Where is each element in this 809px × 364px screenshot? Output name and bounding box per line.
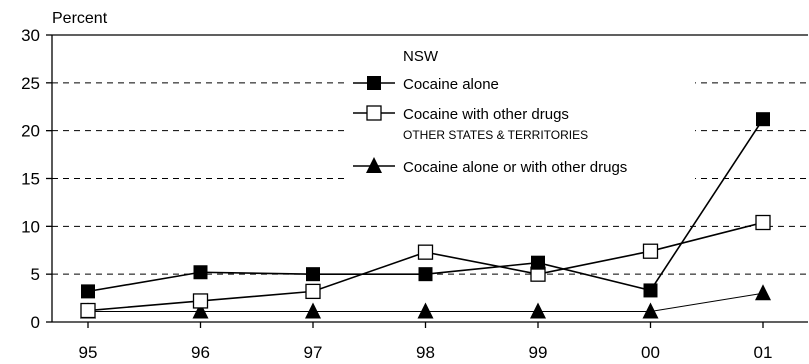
legend: NSW Cocaine alone Cocaine with other dru… [345,38,695,188]
data-point-filled-square [193,265,208,280]
legend-group-title-other-states: OTHER STATES & TERRITORIES [403,128,588,142]
data-point-filled-triangle [192,302,209,319]
data-point-filled-triangle [755,284,771,301]
data-point-filled-square [643,283,658,298]
x-tick-labels: 95 96 97 98 99 00 01 [79,343,773,362]
data-point-filled-square [81,284,95,299]
data-point-filled-square [306,267,320,282]
y-tick-label: 20 [21,122,40,141]
data-point-open-square [417,244,434,260]
data-point-open-square [192,293,209,309]
y-tick-label: 15 [21,170,40,189]
data-point-filled-triangle [417,302,434,319]
data-point-open-square [642,243,659,259]
series-markers [80,112,771,319]
legend-marker-filled-square [367,76,381,90]
legend-label-cocaine-alone: Cocaine alone [403,76,499,93]
data-point-open-square [305,283,321,300]
y-tick-label: 0 [31,313,40,332]
x-tick-label: 01 [754,343,773,362]
y-tick-labels: 0 5 10 15 20 25 30 [21,26,40,332]
x-tick-label: 00 [641,343,660,362]
data-point-filled-square [756,112,770,127]
legend-marker-open-square [366,105,382,121]
legend-background [345,38,695,188]
data-point-open-square [755,214,771,231]
data-point-filled-triangle [642,302,659,319]
data-point-filled-square [418,267,433,282]
legend-label-cocaine-with-other-drugs: Cocaine with other drugs [403,106,569,123]
x-tick-label: 97 [304,343,323,362]
y-tick-label: 5 [31,265,40,284]
series-line-1 [87,221,764,312]
y-axis-label: Percent [52,10,108,27]
legend-marker-filled-triangle [366,157,382,173]
legend-group-title-nsw: NSW [403,48,439,65]
legend-label-cocaine-alone-or-with-other-drugs: Cocaine alone or with other drugs [403,159,627,176]
x-tick-label: 96 [191,343,210,362]
y-tick-label: 25 [21,74,40,93]
y-tick-label: 30 [21,26,40,45]
axes [46,34,808,328]
x-tick-label: 95 [79,343,98,362]
data-point-filled-triangle [530,302,546,319]
y-tick-label: 10 [21,217,40,236]
data-point-filled-triangle [305,302,321,319]
x-tick-label: 99 [529,343,548,362]
data-point-open-square [80,302,96,319]
x-tick-label: 98 [416,343,435,362]
data-point-filled-square [531,255,545,270]
